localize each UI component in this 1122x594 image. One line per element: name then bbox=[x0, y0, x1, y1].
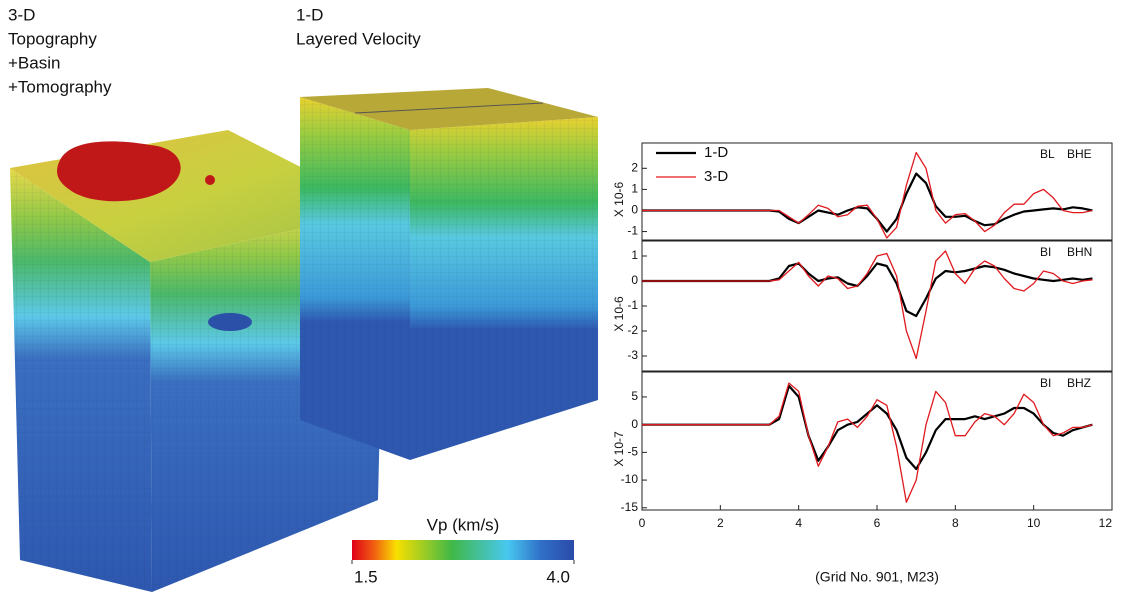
trace bbox=[642, 250, 1093, 360]
y-axis-label: X 10-7 bbox=[612, 431, 626, 467]
y-tick-label: -15 bbox=[621, 500, 639, 514]
y-tick-label: -1 bbox=[627, 298, 638, 312]
y-tick-label: 0 bbox=[631, 273, 638, 287]
model-label: +Tomography bbox=[8, 77, 112, 96]
basin bbox=[205, 175, 215, 185]
y-tick-label: -1 bbox=[627, 224, 638, 238]
anomaly bbox=[208, 313, 252, 331]
y-tick-label: -5 bbox=[627, 445, 638, 459]
block-mesh bbox=[410, 117, 598, 460]
x-axis-label: (Grid No. 901, M23) bbox=[815, 569, 939, 585]
block-mesh bbox=[10, 168, 152, 592]
panel-frame bbox=[641, 371, 1113, 511]
x-tick-label: 4 bbox=[795, 516, 802, 530]
colorbar-tick-label: 4.0 bbox=[546, 567, 570, 586]
y-tick-label: -3 bbox=[627, 348, 638, 362]
model-1d bbox=[300, 88, 598, 460]
model-label: 3-D bbox=[8, 5, 35, 24]
model-labels: 3-D Topography +Basin +Tomography 1-D Layered… bbox=[8, 5, 421, 96]
y-tick-label: 1 bbox=[631, 248, 638, 262]
station-label: BL bbox=[1040, 147, 1055, 161]
colorbar: Vp (km/s) 1.5 4.0 bbox=[351, 515, 575, 586]
panel-frame bbox=[641, 240, 1113, 372]
station-label: BI bbox=[1040, 376, 1051, 390]
component-label: BHZ bbox=[1067, 376, 1091, 390]
x-tick-label: 6 bbox=[874, 516, 881, 530]
colorbar-title: Vp (km/s) bbox=[427, 515, 500, 534]
legend-label: 1-D bbox=[704, 144, 728, 161]
y-tick-label: 0 bbox=[631, 417, 638, 431]
component-label: BHE bbox=[1067, 147, 1092, 161]
model-3d bbox=[10, 130, 385, 592]
model-label: Layered Velocity bbox=[296, 29, 421, 48]
block-seam bbox=[354, 102, 544, 114]
colorbar-ramp bbox=[352, 540, 574, 560]
x-tick-label: 10 bbox=[1027, 516, 1041, 530]
block-top bbox=[300, 88, 598, 130]
trace bbox=[642, 382, 1093, 503]
model-label: Topography bbox=[8, 29, 97, 48]
block-mesh bbox=[300, 97, 410, 460]
y-tick-label: -2 bbox=[627, 323, 638, 337]
colorbar-tick-label: 1.5 bbox=[354, 567, 378, 586]
legend-label: 3-D bbox=[704, 168, 728, 185]
x-tick-label: 12 bbox=[1099, 516, 1113, 530]
y-tick-label: -10 bbox=[621, 472, 639, 486]
x-tick-label: 0 bbox=[639, 516, 646, 530]
x-tick-label: 8 bbox=[952, 516, 959, 530]
model-label: +Basin bbox=[8, 53, 60, 72]
y-axis-label: X 10-6 bbox=[612, 296, 626, 332]
model-label: 1-D bbox=[296, 5, 323, 24]
x-tick-label: 2 bbox=[717, 516, 724, 530]
basin bbox=[57, 141, 181, 202]
y-tick-label: 0 bbox=[631, 203, 638, 217]
panel-frame bbox=[641, 142, 1113, 241]
y-tick-label: 5 bbox=[631, 389, 638, 403]
y-axis-label: X 10-6 bbox=[612, 181, 626, 217]
trace bbox=[642, 151, 1093, 239]
station-label: BI bbox=[1040, 245, 1051, 259]
y-tick-label: 2 bbox=[631, 160, 638, 174]
y-tick-label: 1 bbox=[631, 182, 638, 196]
component-label: BHN bbox=[1067, 245, 1092, 259]
trace bbox=[642, 384, 1093, 471]
